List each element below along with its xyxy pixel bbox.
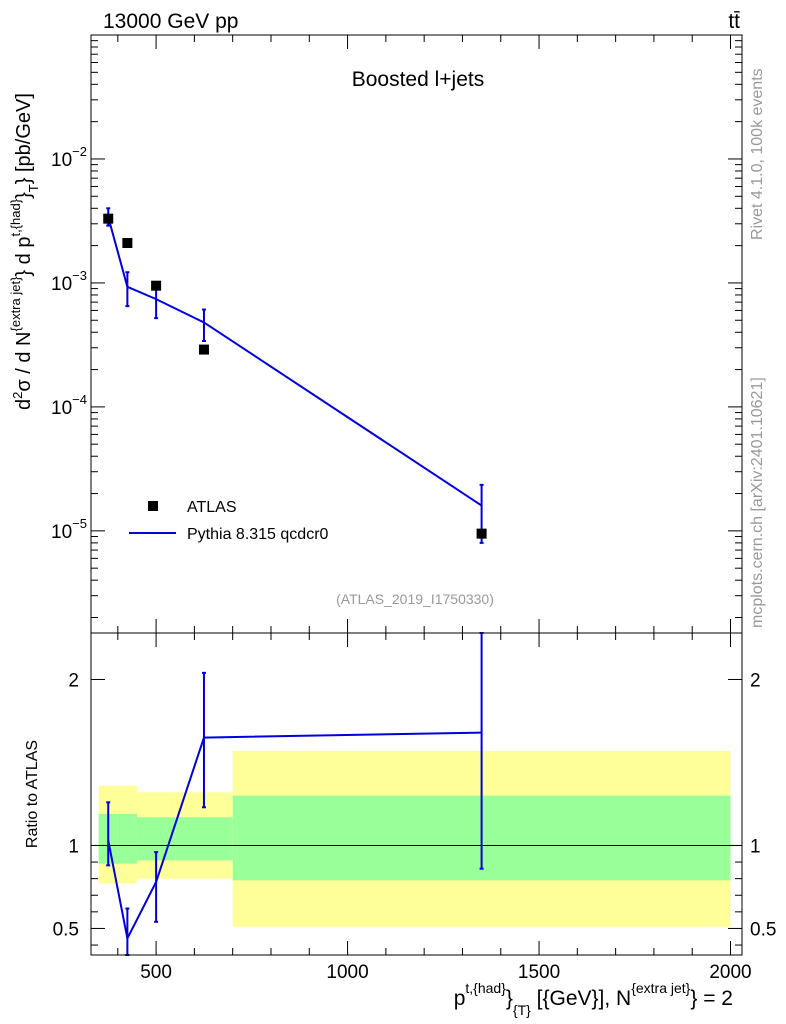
ratio-y-axis-label: Ratio to ATLAS	[24, 740, 41, 848]
analysis-tag: (ATLAS_2019_I1750330)	[336, 591, 494, 607]
x-tick-label: 1000	[326, 962, 368, 983]
energy-label: 13000 GeV pp	[103, 10, 238, 33]
main-series	[103, 207, 487, 544]
process-label: tt̄	[728, 10, 740, 33]
ratio-y-tick-label-right: 0.5	[750, 919, 776, 940]
ratio-panel: 0.5 0.5 1 1 2 2 500 1000 1500 2000 Ratio to ATLA…	[24, 632, 777, 1018]
ratio-bands	[98, 750, 731, 927]
atlas-data-point	[476, 528, 487, 539]
main-panel: 10−2 10−3 10−4 10−5 Boosted l+jets (ATLAS_2…	[8, 34, 743, 634]
x-tick-label: 1500	[518, 962, 560, 983]
rivet-label: Rivet 4.1.0, 100k events	[749, 68, 766, 240]
ratio-y-tick-label: 2	[68, 670, 79, 691]
legend: ATLAS Pythia 8.315 qcdcr0	[129, 499, 329, 543]
main-plot-frame	[90, 34, 743, 634]
ratio-series	[106, 632, 484, 956]
ratio-y-tick-label: 0.5	[53, 919, 79, 940]
ratio-ticks	[91, 633, 742, 955]
mcplots-label: mcplots.cern.ch [arXiv:2401.10621]	[749, 377, 766, 628]
main-y-tick-labels: 10−2 10−3 10−4 10−5	[51, 144, 87, 543]
main-y-tick-label: 10−4	[51, 392, 87, 419]
atlas-data-point	[198, 344, 209, 355]
x-tick-label: 2000	[709, 962, 751, 983]
main-ticks	[91, 34, 742, 633]
plot-title: Boosted l+jets	[352, 68, 485, 91]
ratio-y-tick-labels: 0.5 0.5 1 1 2 2	[53, 670, 777, 940]
ratio-y-tick-label: 1	[68, 836, 79, 857]
ratio-band-inner	[175, 817, 233, 861]
ratio-band-inner	[117, 813, 137, 864]
main-y-axis-label: d2σ / d N{extra jet}} d pt,{had}}T} [pb/…	[8, 93, 41, 410]
legend-pythia-label: Pythia 8.315 qcdcr0	[187, 526, 329, 543]
atlas-data-point	[103, 213, 114, 224]
mc-line	[107, 216, 483, 507]
main-y-tick-label: 10−2	[51, 144, 87, 171]
ratio-y-tick-label-right: 1	[750, 836, 761, 857]
x-tick-label: 500	[140, 962, 172, 983]
ratio-y-tick-label-right: 2	[750, 670, 761, 691]
legend-atlas-label: ATLAS	[187, 499, 237, 516]
main-y-tick-label: 10−5	[51, 516, 87, 543]
atlas-data-point	[122, 237, 133, 248]
x-axis-label: pt,{had}}{T} [{GeV}], N{extra jet}} = 2	[454, 980, 733, 1018]
atlas-data-point	[151, 280, 162, 291]
x-tick-labels: 500 1000 1500 2000	[140, 962, 751, 983]
main-y-tick-label: 10−3	[51, 268, 87, 295]
legend-atlas-marker	[148, 501, 158, 511]
ratio-plot-frame	[90, 632, 743, 956]
